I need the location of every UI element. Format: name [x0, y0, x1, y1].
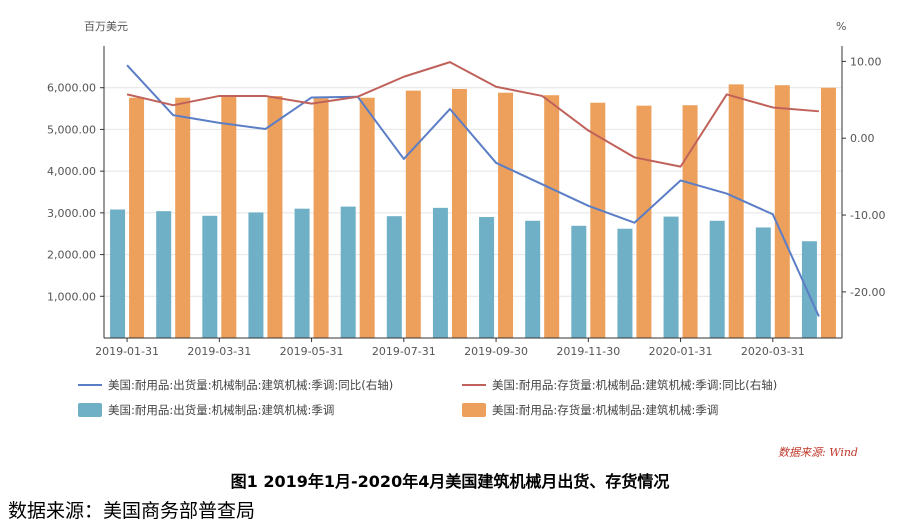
bar	[267, 96, 283, 338]
bar	[820, 87, 836, 338]
legend-label: 美国:耐用品:出货量:机械制品:建筑机械:季调:同比(右轴)	[108, 378, 393, 392]
bar	[221, 95, 237, 338]
bar	[129, 97, 145, 339]
legend-bar-swatch	[78, 403, 102, 417]
watermark: 数据来源: Wind	[778, 446, 858, 459]
legend-label: 美国:耐用品:存货量:机械制品:建筑机械:季调	[492, 403, 718, 417]
x-axis-tick-label: 2019-03-31	[187, 345, 251, 358]
bars	[110, 84, 836, 339]
bar	[571, 225, 587, 338]
bar	[340, 206, 356, 338]
bar	[202, 215, 218, 338]
bar	[294, 208, 310, 338]
bar	[386, 216, 402, 338]
series-line	[126, 64, 820, 317]
left-axis-unit: 百万美元	[84, 20, 128, 33]
bar	[313, 98, 329, 339]
right-axis-tick-label: -10.00	[850, 209, 885, 222]
bar	[175, 97, 191, 339]
bar	[755, 227, 771, 338]
bar	[590, 102, 606, 338]
x-axis-tick-label: 2019-05-31	[280, 345, 344, 358]
legend-label: 美国:耐用品:出货量:机械制品:建筑机械:季调	[108, 403, 334, 417]
x-axis-tick-label: 2019-01-31	[95, 345, 159, 358]
x-axis-tick-label: 2019-09-30	[464, 345, 528, 358]
bar	[498, 92, 514, 338]
bar	[451, 88, 467, 338]
bar	[432, 207, 448, 338]
bar	[405, 90, 421, 339]
bar	[479, 217, 495, 338]
lines	[126, 61, 820, 317]
x-axis-tick-label: 2019-11-30	[556, 345, 620, 358]
bar	[156, 211, 172, 338]
source-note: 数据来源：美国商务部普查局	[8, 500, 256, 522]
legend: 美国:耐用品:出货量:机械制品:建筑机械:季调:同比(右轴) 美国:耐用品:存货量…	[78, 378, 777, 417]
series-line	[126, 61, 820, 168]
figure-caption: 图1 2019年1月-2020年4月美国建筑机械月出货、存货情况	[230, 472, 670, 491]
right-axis-tick-label: 10.00	[850, 55, 882, 68]
bar	[636, 105, 652, 338]
bar	[728, 84, 744, 339]
right-axis-tick-label: 0.00	[850, 132, 875, 145]
bar	[801, 241, 817, 338]
left-axis-tick-label: 5,000.00	[47, 123, 96, 136]
left-axis-tick-label: 6,000.00	[47, 82, 96, 95]
left-axis-tick-label: 1,000.00	[47, 290, 96, 303]
bar	[248, 212, 264, 338]
chart: 百万美元 % 1,000.00 2,000.00 3,000.00 4,000.00 5…	[47, 20, 885, 417]
x-axis-tick-label: 2020-01-31	[649, 345, 713, 358]
bar	[663, 216, 679, 338]
right-axis-tick-label: -20.00	[850, 286, 885, 299]
left-axis-tick-label: 2,000.00	[47, 249, 96, 262]
right-axis-unit: %	[836, 20, 846, 33]
bar	[709, 220, 725, 338]
left-axis-tick-label: 4,000.00	[47, 165, 96, 178]
bar	[774, 85, 790, 338]
x-axis-tick-label: 2020-03-31	[741, 345, 805, 358]
bar	[544, 95, 560, 338]
left-axis-tick-label: 3,000.00	[47, 207, 96, 220]
bar	[525, 220, 541, 338]
legend-label: 美国:耐用品:存货量:机械制品:建筑机械:季调:同比(右轴)	[492, 378, 777, 392]
legend-bar-swatch	[462, 403, 486, 417]
x-axis-tick-label: 2019-07-31	[372, 345, 436, 358]
bar	[617, 228, 633, 338]
bar	[682, 105, 698, 338]
axes: 1,000.00 2,000.00 3,000.00 4,000.00 5,000.00…	[47, 46, 885, 358]
bar	[110, 209, 126, 338]
bar	[359, 97, 375, 339]
